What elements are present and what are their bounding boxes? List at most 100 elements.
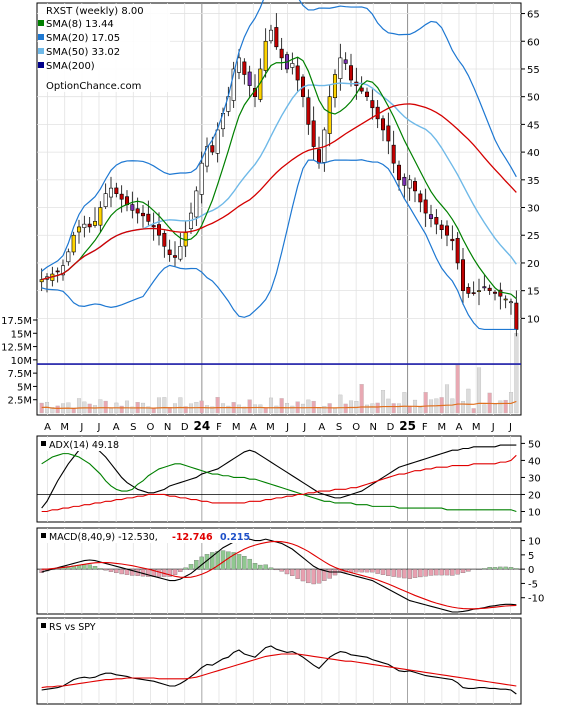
candle-body [396, 164, 402, 181]
sma50-line [41, 103, 517, 281]
price-tick-label: 60 [527, 37, 540, 48]
candle-body [247, 71, 252, 86]
volume-bar [359, 384, 364, 414]
macd-legend-swatch [41, 533, 46, 538]
price-tick-label: 20 [527, 259, 540, 270]
volume-bar [236, 404, 242, 414]
x-tick-label: J [285, 422, 289, 433]
macd-histogram-bar [295, 568, 300, 579]
x-tick-label: M [266, 422, 275, 433]
volume-bar [151, 408, 156, 414]
candle-body [87, 223, 92, 228]
macd-histogram-bar [514, 568, 519, 570]
volume-bar [199, 400, 204, 414]
macd-histogram-bar [220, 550, 226, 570]
volume-bar [450, 398, 455, 414]
macd-histogram-bar [242, 555, 247, 570]
panel-tick-label: 20 [528, 490, 541, 501]
adx-grid [37, 436, 521, 522]
candle-body [82, 223, 87, 228]
panel-series-line [41, 645, 517, 695]
price-tick-label: 35 [527, 176, 540, 187]
x-tick-label: A [250, 422, 257, 433]
volume-bar [124, 400, 130, 414]
macd-histogram-bar [482, 568, 487, 570]
candle-body [327, 96, 332, 134]
adx-label: ADX(14) 49.18 [49, 440, 119, 451]
macd-histogram-bar [311, 568, 316, 585]
candle-body [172, 255, 178, 258]
volume-bar [215, 397, 220, 414]
candle-body [338, 57, 343, 79]
volume-bar [55, 405, 60, 414]
volume-bar [503, 399, 508, 414]
volume-bar [178, 397, 183, 414]
panel-series-line [41, 444, 517, 509]
macd-histogram-bar [92, 566, 98, 570]
volume-bar [279, 398, 284, 414]
panel-tick-label: 40 [528, 456, 541, 467]
candle-body [503, 298, 508, 301]
candle-body [268, 29, 274, 42]
volume-bar [98, 399, 103, 414]
x-tick-label: A [318, 422, 325, 433]
volume-tick-label: 12.5M [1, 343, 32, 354]
volume-bar [300, 403, 306, 414]
adx-panel: 10 20 30 40 50 ADX(14) 49.18 [36, 435, 541, 523]
candle-body [434, 217, 439, 225]
macd-histogram-bar [391, 568, 396, 577]
volume-bar [338, 394, 343, 414]
candle-body [418, 193, 423, 203]
rs-label: RS vs SPY [49, 622, 96, 633]
panel-tick-label: 5 [528, 551, 534, 562]
volume-bar [466, 388, 471, 414]
candle-body [210, 145, 215, 153]
candle-body [359, 87, 364, 92]
panel-series-line [41, 653, 517, 689]
volume-bar [92, 405, 98, 414]
volume-bar [402, 392, 407, 414]
legend: SMA(8) 13.44 SMA(20) 17.05 SMA(50) 33.02 SM… [38, 19, 120, 72]
volume-bar [108, 407, 114, 414]
candle-body [140, 212, 146, 217]
panel-tick-label: 10 [528, 537, 541, 548]
volume-average-line [41, 400, 517, 410]
volume-bar [498, 400, 503, 414]
macd-histogram-bar [231, 552, 236, 570]
candle-body [444, 225, 450, 236]
sma8-line [41, 56, 517, 300]
volume-bar [343, 403, 348, 414]
volume-bar [204, 405, 210, 414]
volume-bar [188, 403, 194, 414]
volume-bar [210, 406, 215, 414]
volume-bar [247, 399, 252, 414]
macd-histogram-bar [263, 564, 268, 570]
volume-bar [476, 367, 482, 414]
panel-series-line [41, 540, 517, 610]
macd-histogram-bar [418, 568, 423, 578]
candle-body [199, 162, 204, 195]
candle-body [482, 286, 487, 289]
macd-histogram-bar [98, 568, 103, 570]
x-axis-labels: A M J J A S O N D 24 F M A M J J A S O N D 25 F M A M J J [44, 419, 512, 433]
macd-histogram-bar [119, 568, 124, 575]
candle-body [391, 144, 396, 164]
panel-tick-label: 50 [528, 439, 541, 450]
candle-body [130, 204, 135, 211]
volume-bar [370, 403, 375, 414]
candle-body [55, 270, 60, 273]
macd-histogram-bar [183, 567, 188, 570]
bollinger-lower-line [41, 159, 517, 331]
x-tick-label: N [164, 422, 171, 433]
candle-body [450, 238, 455, 242]
volume-bar [460, 401, 466, 414]
candle-body [466, 286, 471, 294]
macd-histogram-bar [114, 568, 119, 574]
volume-bar [252, 404, 258, 414]
macd-histogram-bar [327, 568, 332, 579]
volume-tick-label: 7.5M [7, 369, 32, 380]
candle-body [295, 65, 300, 81]
volume-bar [482, 404, 487, 414]
macd-histogram-bar [508, 567, 514, 570]
